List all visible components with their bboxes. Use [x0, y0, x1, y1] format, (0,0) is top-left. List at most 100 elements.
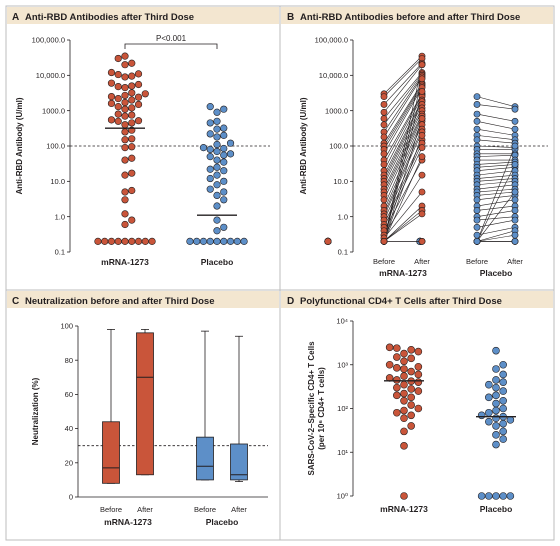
panel-b-pair-line: [476, 113, 516, 122]
panel-b-point-before: [473, 110, 481, 118]
panel-d-point: [400, 357, 408, 366]
panel-b-point-before: [473, 125, 481, 133]
panel-b-pair-line: [383, 135, 423, 242]
panel-b-y-tick-label: 0.1: [338, 248, 348, 257]
panel-a-title-band: [7, 7, 279, 24]
panel-a-point: [114, 117, 122, 125]
panel-a-point: [186, 237, 194, 245]
panel-b-pair-line: [476, 164, 516, 168]
panel-b-point-after: [511, 196, 519, 204]
panel-b-pair-line: [476, 161, 516, 165]
panel-d-point: [407, 401, 415, 409]
panel-a-point: [199, 237, 208, 245]
panel-d-group-label: Placebo: [480, 504, 513, 514]
panel-a-point: [213, 125, 221, 133]
panel-b-pair-line: [383, 75, 423, 133]
panel-c-y-tick-label: 40: [65, 424, 73, 433]
panel-b-point-after: [418, 188, 426, 196]
panel-d-point: [499, 435, 507, 443]
panel-b-pair-line: [383, 129, 423, 214]
panel-b-y-tick-label: 1000.0: [325, 106, 348, 115]
panel-a-point: [128, 72, 136, 80]
panel-c-group-label: mRNA-1273: [104, 517, 152, 527]
panel-a-point: [114, 54, 122, 63]
panel-d-point: [506, 416, 515, 424]
panel-d-y-axis-title-line2: (per 10⁶ CD4+ T cells): [317, 367, 326, 450]
panel-c-title-band: [7, 291, 279, 308]
panel-b-point-after: [511, 188, 519, 196]
panel-b-pair-line: [383, 213, 423, 242]
panel-d-point: [492, 422, 500, 430]
panel-a-point: [121, 144, 129, 152]
panel-b-pair-line: [383, 121, 423, 207]
panel-d-point: [393, 383, 401, 392]
panel-b-point-before: [380, 108, 388, 116]
panel-a-point: [134, 117, 143, 125]
panel-d-point: [407, 385, 415, 393]
panel-d-point: [499, 387, 507, 395]
panel-a-point: [220, 167, 228, 175]
panel-a-point: [128, 104, 136, 112]
panel-d-point: [506, 492, 515, 500]
panel-c-box: [136, 332, 154, 476]
panel-b-point-before: [380, 121, 388, 129]
panel-a-point: [226, 139, 235, 147]
panel-a-point: [213, 108, 221, 116]
panel-a-point: [213, 227, 221, 235]
panel-d-point: [400, 427, 408, 436]
panel-b-pair-line: [476, 104, 516, 110]
panel-b-y-tick-label: 100.0: [329, 142, 348, 151]
panel-b-pair-line: [476, 164, 516, 242]
panel-a-title: Anti-RBD Antibodies after Third Dose: [25, 12, 194, 23]
panel-d-point: [414, 362, 423, 371]
panel-a-point: [134, 93, 143, 101]
panel-a-point: [121, 188, 129, 196]
panel-b-pair-line: [476, 230, 516, 242]
panel-d-point: [492, 440, 500, 449]
panel-a-point: [121, 112, 129, 120]
panel-a-point: [213, 181, 221, 189]
panel-d-point: [400, 406, 408, 415]
panel-a-significance-bracket: [124, 43, 218, 49]
panel-b-pair-line: [476, 191, 516, 242]
panel-c-box: [196, 436, 214, 481]
panel-b-point-before: [380, 237, 388, 245]
panel-a-point: [121, 220, 129, 229]
panel-d-point: [407, 411, 415, 420]
panel-a-point: [213, 191, 221, 199]
panel-d-y-tick-label: 10¹: [337, 448, 348, 457]
panel-c-box: [230, 443, 248, 481]
panel-a-point: [220, 223, 228, 231]
panel-b-pair-line: [383, 159, 423, 231]
panel-b-point-before: [473, 207, 481, 214]
panel-b-sub-label: After: [414, 257, 430, 266]
panel-a: A Anti-RBD Antibodies after Third Dose 0…: [7, 7, 424, 267]
panel-b-pair-line: [476, 216, 516, 221]
panel-a-point: [134, 70, 143, 78]
panel-a-point: [206, 174, 214, 183]
panel-b-point-before: [380, 150, 388, 158]
panel-b-letter: B: [287, 12, 294, 23]
panel-d-point: [393, 391, 401, 400]
panel-a-point: [128, 186, 136, 195]
panel-a-point: [213, 156, 221, 164]
panel-a-point: [107, 116, 116, 124]
panel-b-pair-line: [476, 128, 516, 136]
panel-b-point-before: [473, 237, 481, 245]
panel-d-title: Polyfunctional CD4+ T Cells after Third …: [300, 296, 502, 307]
panel-d-point: [499, 360, 507, 369]
panel-a-point: [213, 147, 221, 156]
panel-c-sub-label: After: [231, 505, 247, 514]
panel-d-point: [407, 422, 415, 430]
panel-b-point-after: [511, 125, 519, 133]
panel-b-pair-line: [476, 181, 516, 186]
panel-b-pair-line: [476, 139, 516, 144]
panel-c-y-tick-label: 60: [65, 390, 73, 399]
panel-a-point: [114, 82, 122, 91]
panel-b-y-tick-label: 10,000.0: [319, 71, 348, 80]
panel-b-pair-line: [383, 156, 423, 242]
panel-b-pair-line: [383, 101, 423, 179]
panel-d-point: [499, 427, 507, 436]
panel-d-point: [400, 349, 408, 358]
panel-a-point: [193, 237, 201, 245]
